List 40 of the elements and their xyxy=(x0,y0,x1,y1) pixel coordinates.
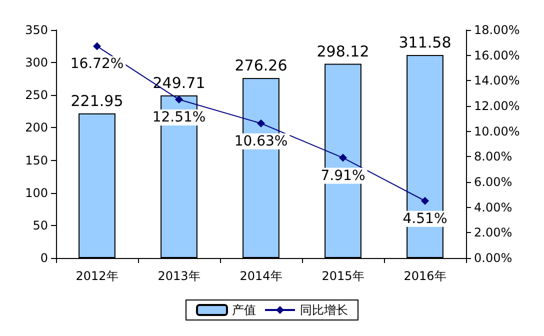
data-label: 12.51% xyxy=(152,110,206,126)
x-tick-label: 2014年 xyxy=(240,269,282,283)
y-tick-label: 150 xyxy=(25,153,48,168)
point xyxy=(175,96,183,104)
data-label: 4.51% xyxy=(402,210,448,227)
y2-tick-label: 10.00% xyxy=(474,124,520,138)
x-tick-label: 2016年 xyxy=(404,269,446,283)
data-label: 7.91% xyxy=(320,168,366,184)
y-tick-label: 0 xyxy=(40,251,48,265)
x-tick-label: 2012年 xyxy=(76,269,118,283)
legend-label: 产值 xyxy=(232,303,256,317)
y2-tick-label: 4.00% xyxy=(474,200,512,214)
y-tick-label: 300 xyxy=(25,56,48,70)
x-tick-label: 2013年 xyxy=(158,269,200,283)
data-label: 311.58 xyxy=(398,34,452,52)
y2-tick-label: 12.00% xyxy=(474,99,520,113)
data-label: 249.71 xyxy=(152,74,206,92)
y2-tick-label: 14.00% xyxy=(474,74,520,88)
y2-tick-label: 16.00% xyxy=(474,48,520,62)
y-tick-label: 100 xyxy=(25,186,48,200)
y-tick-label: 200 xyxy=(25,120,48,135)
data-label: 10.63% xyxy=(234,133,288,150)
y-tick-label: 50 xyxy=(32,218,48,232)
data-label: 16.72% xyxy=(70,56,124,72)
y2-tick-label: 6.00% xyxy=(474,175,512,189)
x-tick-label: 2015年 xyxy=(322,269,364,283)
data-label: 298.12 xyxy=(316,42,370,60)
point xyxy=(339,154,347,162)
point xyxy=(257,119,265,128)
y2-tick-label: 18.00% xyxy=(474,23,520,37)
y-tick-label: 350 xyxy=(25,23,48,37)
y-tick-label: 250 xyxy=(25,88,48,102)
data-label: 221.95 xyxy=(70,92,124,110)
point xyxy=(421,196,429,205)
legend-label: 同比增长 xyxy=(300,303,348,317)
point xyxy=(93,42,101,50)
data-label: 276.26 xyxy=(234,56,288,75)
y2-tick-label: 2.00% xyxy=(474,226,512,240)
y2-tick-label: 0.00% xyxy=(474,251,512,265)
y2-tick-label: 8.00% xyxy=(474,150,512,164)
